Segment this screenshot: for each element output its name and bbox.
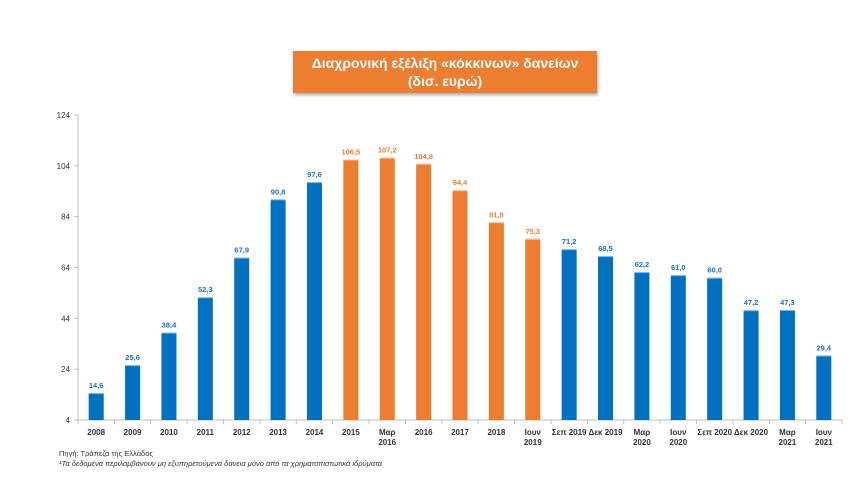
bar bbox=[416, 163, 432, 421]
bar bbox=[343, 159, 359, 420]
bar bbox=[197, 297, 213, 420]
x-tick-label: 2021 bbox=[779, 438, 797, 447]
bar bbox=[88, 393, 104, 420]
bar-value-label: 106,5 bbox=[341, 147, 360, 156]
x-tick-label: Σεπ 2019 bbox=[552, 428, 587, 437]
x-tick-label: 2018 bbox=[487, 428, 505, 437]
x-tick-label: Μαρ bbox=[779, 428, 796, 437]
x-tick-label: 2016 bbox=[378, 438, 396, 447]
bar bbox=[525, 238, 541, 420]
bar bbox=[306, 182, 322, 420]
x-tick-label: 2017 bbox=[451, 428, 469, 437]
bar-value-label: 75,3 bbox=[525, 227, 540, 236]
y-tick-label: 104 bbox=[57, 162, 71, 171]
bar-value-label: 97,6 bbox=[307, 170, 322, 179]
bar bbox=[634, 272, 650, 420]
x-tick-label: 2011 bbox=[197, 428, 215, 437]
bar bbox=[125, 365, 141, 420]
bar-value-label: 90,8 bbox=[271, 187, 286, 196]
x-tick-label: Ιουν bbox=[670, 428, 687, 437]
source-note: Πηγή: Τράπεζα της Ελλάδος bbox=[59, 449, 153, 458]
x-tick-label: Ιουν bbox=[816, 428, 833, 437]
bar-value-label: 47,2 bbox=[744, 298, 759, 307]
bar-value-label: 71,2 bbox=[562, 237, 577, 246]
x-tick-label: 2012 bbox=[233, 428, 251, 437]
bar-value-label: 94,4 bbox=[453, 178, 468, 187]
x-tick-label: Μαρ bbox=[379, 428, 396, 437]
bar-value-label: 25,6 bbox=[125, 353, 140, 362]
y-tick-label: 64 bbox=[61, 264, 70, 273]
bar bbox=[598, 256, 614, 420]
x-tick-label: 2020 bbox=[633, 438, 651, 447]
bar-value-label: 62,2 bbox=[635, 260, 650, 269]
x-tick-label: 2014 bbox=[306, 428, 324, 437]
bar-value-label: 14,6 bbox=[89, 381, 104, 390]
bar bbox=[670, 275, 686, 420]
x-tick-label: Δεκ 2020 bbox=[734, 428, 769, 437]
x-tick-label: 2013 bbox=[269, 428, 287, 437]
bar bbox=[707, 277, 723, 420]
bar bbox=[234, 257, 250, 420]
bar-value-label: 81,8 bbox=[489, 210, 504, 219]
x-tick-label: 2021 bbox=[815, 438, 833, 447]
x-tick-label: 2016 bbox=[415, 428, 433, 437]
bar bbox=[270, 199, 286, 420]
bar bbox=[161, 332, 177, 420]
chart-title-box: Διαχρονική εξέλιξη «κόκκινων» δανείων (δ… bbox=[293, 51, 597, 93]
bar-value-label: 107,2 bbox=[378, 146, 397, 155]
x-tick-label: 2010 bbox=[160, 428, 178, 437]
x-tick-label: 2008 bbox=[87, 428, 105, 437]
bar bbox=[379, 157, 395, 420]
x-tick-label: Δεκ 2019 bbox=[589, 428, 624, 437]
y-tick-label: 24 bbox=[61, 365, 70, 374]
bar-value-label: 61,0 bbox=[671, 263, 686, 272]
x-tick-label: Μαρ bbox=[634, 428, 651, 437]
bar bbox=[488, 222, 504, 420]
bar-chart: 4 24 44 64 84 104 124 14,6 2008 25,6 2009 38,4 2010 5… bbox=[57, 111, 843, 447]
bar-value-label: 68,5 bbox=[598, 244, 613, 253]
bar bbox=[816, 355, 832, 420]
bar bbox=[561, 249, 577, 420]
x-tick-label: 2009 bbox=[124, 428, 142, 437]
bar-value-label: 38,4 bbox=[162, 321, 177, 330]
chart-subtitle: (δισ. ευρώ) bbox=[407, 73, 483, 89]
bar-value-label: 52,3 bbox=[198, 285, 213, 294]
bar bbox=[779, 309, 795, 420]
data-note: ¹Τα δεδομένα περιλαμβάνουν μη εξυπηρετού… bbox=[59, 459, 383, 468]
footnotes: Πηγή: Τράπεζα της Ελλάδος ¹Τα δεδομένα π… bbox=[59, 449, 382, 469]
y-tick-label: 44 bbox=[61, 314, 70, 323]
y-tick-label: 84 bbox=[61, 213, 70, 222]
x-tick-label: 2015 bbox=[342, 428, 360, 437]
y-tick-label: 124 bbox=[57, 111, 71, 120]
bar bbox=[452, 190, 468, 420]
bar-value-label: 67,9 bbox=[234, 246, 249, 255]
x-tick-label: Σεπ 2020 bbox=[697, 428, 732, 437]
bar-value-label: 47,3 bbox=[780, 298, 795, 307]
bar-value-label: 104,8 bbox=[414, 152, 433, 161]
x-tick-label: 2020 bbox=[669, 438, 687, 447]
x-tick-label: 2019 bbox=[524, 438, 542, 447]
chart-title: Διαχρονική εξέλιξη «κόκκινων» δανείων bbox=[311, 55, 579, 71]
bar bbox=[743, 310, 759, 420]
bar-value-label: 29,4 bbox=[817, 343, 832, 352]
x-tick-label: Ιουν bbox=[525, 428, 542, 437]
y-tick-label: 4 bbox=[66, 416, 71, 425]
bar-value-label: 60,0 bbox=[707, 266, 722, 275]
